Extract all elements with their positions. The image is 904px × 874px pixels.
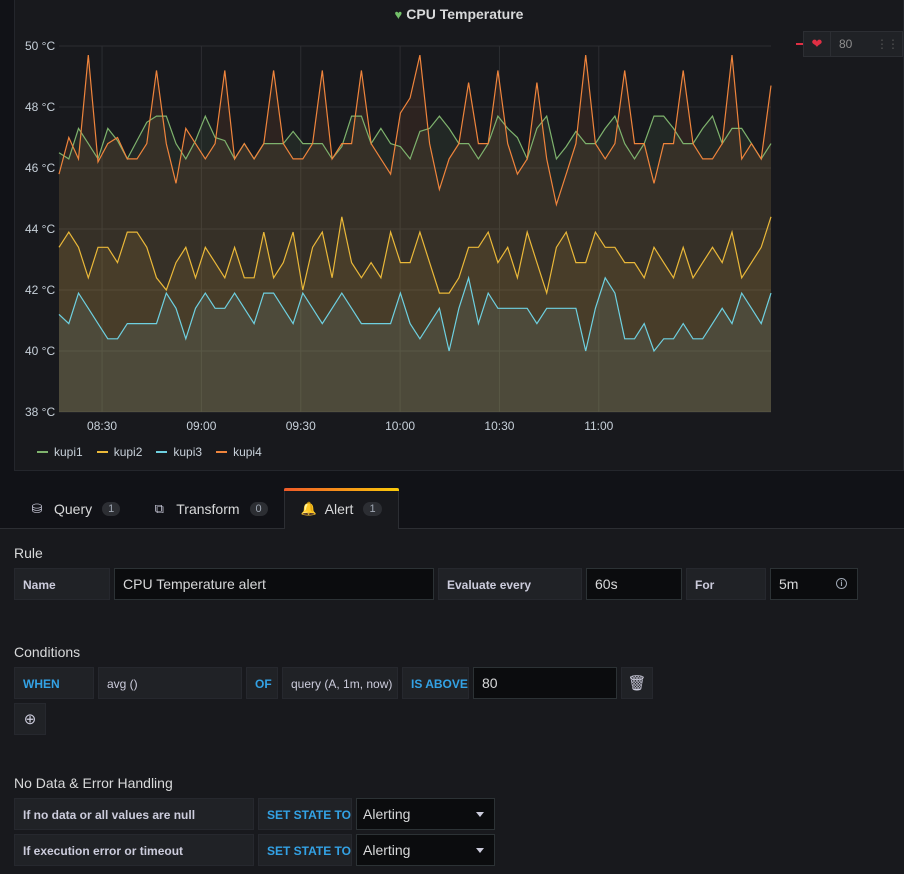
x-tick-label: 10:30 — [484, 419, 514, 433]
tab-query[interactable]: ⛁ Query 1 — [14, 488, 136, 529]
legend-item-kupi1[interactable]: kupi1 — [37, 445, 83, 459]
of-keyword: OF — [246, 667, 278, 699]
for-input[interactable]: 5m i — [770, 568, 858, 600]
series-area-kupi3 — [59, 277, 771, 412]
temperature-chart[interactable]: 38 °C 40 °C 42 °C 44 °C 46 °C 48 °C 50 °C 08:30… — [15, 0, 904, 440]
transform-icon: ⧉ — [154, 500, 164, 516]
for-label: For — [686, 568, 766, 600]
nodata-state-select[interactable]: Alerting — [356, 798, 495, 830]
legend-swatch — [37, 451, 48, 453]
y-tick-label: 44 °C — [25, 222, 55, 236]
threshold-input[interactable]: 80 — [473, 667, 617, 699]
x-tick-label: 10:00 — [385, 419, 415, 433]
legend-swatch — [216, 451, 228, 453]
y-tick-label: 46 °C — [25, 161, 55, 175]
legend-item-kupi2[interactable]: kupi2 — [96, 445, 143, 459]
rule-section-title: Rule — [14, 545, 43, 561]
series-area-kupi4 — [59, 55, 771, 412]
tab-count: 1 — [102, 501, 121, 516]
chevron-down-icon — [476, 848, 484, 853]
y-tick-label: 48 °C — [25, 100, 55, 114]
tab-count: 0 — [249, 501, 268, 516]
tabs-divider — [0, 528, 904, 529]
threshold-value[interactable]: 80 — [830, 32, 872, 56]
tab-label: Transform — [176, 500, 240, 517]
legend-label[interactable]: kupi4 — [233, 445, 262, 459]
trash-icon[interactable]: 🗑 — [621, 667, 653, 699]
tab-count: 1 — [363, 502, 382, 516]
rule-name-input[interactable]: CPU Temperature alert — [114, 568, 434, 600]
broken-heart-icon: ❤ — [811, 36, 823, 51]
nodata-label: If no data or all values are null — [14, 798, 254, 830]
when-keyword: WHEN — [14, 667, 94, 699]
legend-label[interactable]: kupi2 — [113, 445, 143, 459]
y-tick-label: 50 °C — [25, 39, 55, 53]
series-area-kupi2 — [59, 216, 771, 412]
x-tick-label: 09:00 — [186, 419, 216, 433]
set-state-keyword: SET STATE TO — [258, 834, 352, 866]
threshold-handle[interactable]: ❤ 80 ⋮⋮ — [796, 30, 903, 58]
select-value: Alerting — [363, 842, 411, 858]
evaluate-every-label: Evaluate every — [438, 568, 582, 600]
name-label: Name — [14, 568, 110, 600]
evaluate-every-input[interactable]: 60s — [586, 568, 682, 600]
editor-tabs: ⛁ Query 1 ⧉ Transform 0 🔔 Alert 1 — [14, 488, 399, 529]
y-tick-label: 40 °C — [25, 344, 55, 358]
panel-title[interactable]: ♥ CPU Temperature — [15, 6, 903, 22]
x-tick-label: 08:30 — [87, 419, 117, 433]
threshold-box[interactable]: ❤ 80 ⋮⋮ — [803, 31, 903, 57]
x-tick-label: 11:00 — [584, 419, 613, 433]
chevron-down-icon — [476, 812, 484, 817]
series-line-kupi4 — [58, 54, 772, 207]
series-line-kupi3 — [58, 275, 772, 353]
series-line-kupi1 — [58, 114, 772, 161]
error-label: If execution error or timeout — [14, 834, 254, 866]
legend-label[interactable]: kupi3 — [173, 445, 203, 459]
y-tick-label: 42 °C — [25, 283, 55, 297]
legend-swatch — [156, 451, 168, 453]
nodata-section-title: No Data & Error Handling — [14, 775, 173, 791]
info-icon[interactable]: i — [836, 578, 847, 589]
tab-label: Query — [54, 500, 93, 517]
reducer-select[interactable]: avg () — [98, 667, 242, 699]
threshold-line — [796, 43, 803, 45]
conditions-section-title: Conditions — [14, 644, 81, 660]
tab-alert[interactable]: 🔔 Alert 1 — [283, 488, 399, 529]
bell-icon: 🔔 — [300, 501, 317, 516]
panel-title-text: CPU Temperature — [406, 6, 524, 22]
drag-handle-icon[interactable]: ⋮⋮ — [876, 37, 899, 51]
add-condition-icon[interactable]: ⊕ — [14, 703, 46, 735]
legend-swatch — [96, 451, 108, 453]
series-line-kupi2 — [58, 216, 772, 296]
legend-item-kupi3[interactable]: kupi3 — [156, 445, 202, 459]
alert-editor: Rule Name CPU Temperature alert Evaluate… — [0, 529, 904, 874]
tab-transform[interactable]: ⧉ Transform 0 — [136, 488, 283, 529]
evaluator-select[interactable]: IS ABOVE — [402, 667, 469, 699]
error-state-select[interactable]: Alerting — [356, 834, 495, 866]
tab-label: Alert — [324, 501, 354, 517]
select-value: Alerting — [363, 806, 411, 822]
set-state-keyword: SET STATE TO — [258, 798, 352, 830]
graph-panel: ♥ CPU Temperature 38 °C 40 °C 42 °C 44 °C 46 … — [14, 0, 904, 471]
heart-icon: ♥ — [394, 7, 403, 22]
query-select[interactable]: query (A, 1m, now) — [282, 667, 398, 699]
x-tick-label: 09:30 — [286, 419, 316, 433]
legend-item-kupi4[interactable]: kupi4 — [216, 445, 262, 459]
database-icon: ⛁ — [31, 500, 43, 516]
series-area-kupi1 — [59, 116, 771, 412]
legend-label[interactable]: kupi1 — [54, 445, 83, 459]
for-value: 5m — [779, 576, 799, 592]
legend: kupi1 kupi2 kupi3 kupi4 — [37, 445, 262, 459]
y-tick-label: 38 °C — [25, 405, 55, 419]
